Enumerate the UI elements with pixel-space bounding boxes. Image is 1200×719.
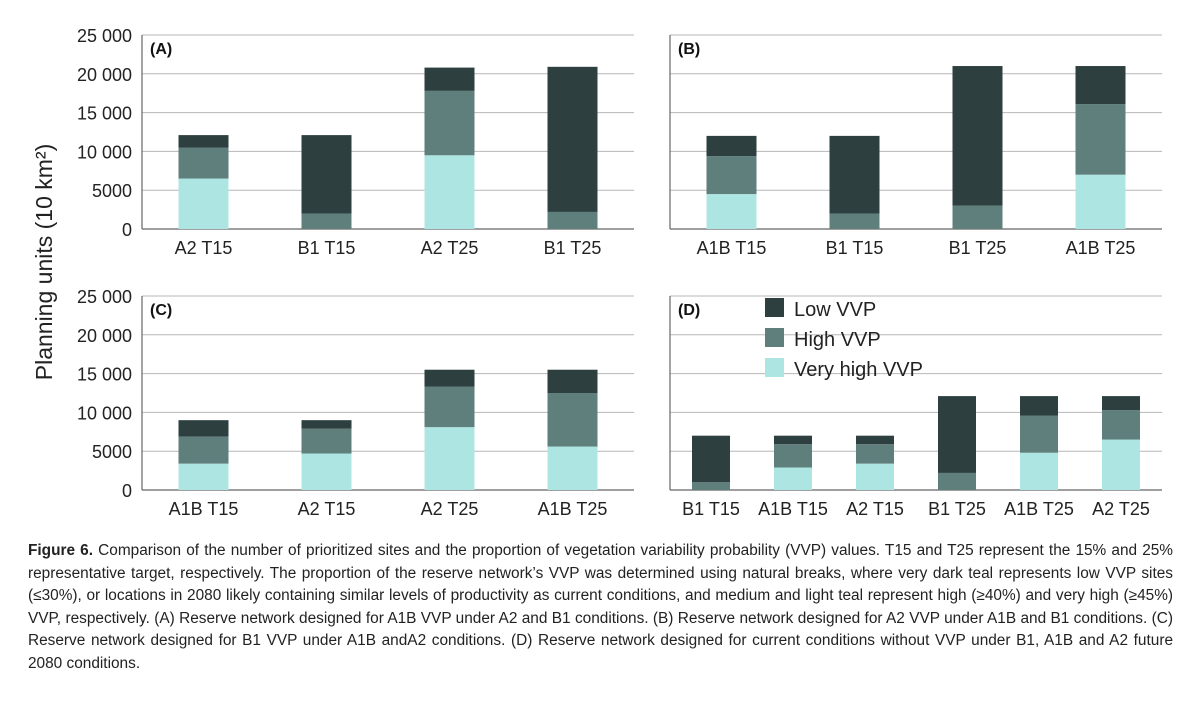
- bar-segment: [774, 435, 812, 445]
- x-tick-label: B1 T15: [682, 499, 740, 519]
- x-tick-label: B1 T25: [928, 499, 986, 519]
- bar-segment: [301, 428, 352, 454]
- y-tick-label: 15 000: [77, 365, 132, 385]
- y-tick-label: 0: [122, 220, 132, 240]
- bar-segment: [424, 155, 475, 229]
- y-tick-label: 15 000: [77, 104, 132, 124]
- bar-segment: [774, 444, 812, 468]
- bar-segment: [547, 211, 598, 229]
- bar-segment: [424, 90, 475, 156]
- y-axis-label: Planning units (10 km²): [31, 144, 57, 381]
- bar-segment: [178, 135, 229, 148]
- bar-segment: [774, 467, 812, 490]
- x-tick-label: A2 T15: [175, 238, 233, 258]
- panel-label: (A): [150, 41, 172, 58]
- bar-segment: [178, 147, 229, 179]
- bar-segment: [547, 446, 598, 490]
- bar-segment: [706, 194, 757, 229]
- bar-segment: [856, 435, 894, 445]
- legend-label-very-high: Very high VVP: [794, 359, 923, 381]
- bar-segment: [547, 393, 598, 447]
- legend-label-low: Low VVP: [794, 299, 876, 321]
- x-tick-label: A1B T15: [169, 499, 239, 519]
- y-tick-label: 10 000: [77, 403, 132, 423]
- bar-segment: [547, 66, 598, 212]
- bar-segment: [829, 213, 880, 229]
- bar-segment: [301, 135, 352, 214]
- bar-segment: [424, 386, 475, 428]
- y-tick-label: 5000: [92, 442, 132, 462]
- x-tick-label: A1B T25: [1066, 238, 1136, 258]
- x-tick-label: A1B T25: [1004, 499, 1074, 519]
- bar-segment: [547, 369, 598, 393]
- bar-segment: [706, 135, 757, 157]
- bar-segment: [1102, 410, 1140, 440]
- bar-segment: [424, 67, 475, 91]
- x-tick-label: A2 T25: [1092, 499, 1150, 519]
- bar-segment: [1102, 396, 1140, 411]
- bar-segment: [1020, 396, 1058, 416]
- bar-segment: [1020, 452, 1058, 490]
- caption-text: Comparison of the number of prioritized …: [28, 542, 1173, 672]
- bar-segment: [856, 444, 894, 464]
- bar-segment: [178, 178, 229, 229]
- y-tick-label: 25 000: [77, 26, 132, 46]
- x-tick-label: A2 T25: [421, 238, 479, 258]
- panel-c: 0 5000 10 000 15 000 20 000 25 000 (C) A1B T15 A…: [77, 287, 634, 519]
- figure-chart: Planning units (10 km²) 0 5000 10 000 15 00…: [31, 26, 1162, 519]
- bar-segment: [938, 472, 976, 490]
- bar-segment: [301, 420, 352, 429]
- bar-segment: [1075, 66, 1126, 105]
- panel-label: (D): [678, 302, 700, 319]
- panel-d: (D) B1 T15 A1B T15 A2 T15 B1 T25 A1B T25 A2 T2…: [669, 295, 1162, 519]
- bar-segment: [424, 369, 475, 387]
- bar-segment: [178, 463, 229, 490]
- bar-segment: [1075, 174, 1126, 229]
- panel-label: (C): [150, 302, 172, 319]
- bar-segment: [1020, 415, 1058, 453]
- x-tick-label: B1 T25: [949, 238, 1007, 258]
- bar-segment: [301, 453, 352, 490]
- bar-segment: [706, 156, 757, 195]
- y-tick-label: 0: [122, 481, 132, 501]
- y-tick-label: 10 000: [77, 142, 132, 162]
- x-tick-label: A2 T25: [421, 499, 479, 519]
- y-tick-label: 20 000: [77, 65, 132, 85]
- y-tick-label: 20 000: [77, 326, 132, 346]
- bar-segment: [692, 482, 730, 490]
- x-tick-label: A1B T15: [758, 499, 828, 519]
- legend-label-high: High VVP: [794, 329, 881, 351]
- legend-swatch-high: [765, 328, 784, 347]
- bar-segment: [424, 427, 475, 490]
- y-tick-label: 25 000: [77, 287, 132, 307]
- x-tick-label: A2 T15: [846, 499, 904, 519]
- bar-segment: [952, 205, 1003, 229]
- bar-segment: [938, 396, 976, 473]
- x-tick-label: A1B T15: [697, 238, 767, 258]
- bar-segment: [856, 463, 894, 490]
- panel-label: (B): [678, 41, 700, 58]
- panel-a: 0 5000 10 000 15 000 20 000 25 000 (A) A2 T15 B1…: [77, 26, 634, 258]
- x-tick-label: A1B T25: [538, 499, 608, 519]
- legend-swatch-very-high: [765, 358, 784, 377]
- legend: Low VVP High VVP Very high VVP: [765, 298, 923, 381]
- bar-segment: [1075, 104, 1126, 175]
- bar-segment: [1102, 439, 1140, 490]
- bar-segment: [178, 436, 229, 464]
- y-tick-label: 5000: [92, 181, 132, 201]
- figure-caption: Figure 6. Comparison of the number of pr…: [28, 540, 1173, 675]
- legend-swatch-low: [765, 298, 784, 317]
- bar-segment: [301, 213, 352, 229]
- panel-b: (B) A1B T15 B1 T15 B1 T25 A1B T25: [669, 34, 1162, 258]
- x-tick-label: A2 T15: [298, 499, 356, 519]
- x-tick-label: B1 T15: [826, 238, 884, 258]
- bar-segment: [178, 420, 229, 437]
- bar-segment: [692, 435, 730, 483]
- caption-label: Figure 6.: [28, 542, 93, 559]
- x-tick-label: B1 T15: [298, 238, 356, 258]
- x-tick-label: B1 T25: [544, 238, 602, 258]
- bar-segment: [952, 66, 1003, 206]
- bar-segment: [829, 135, 880, 214]
